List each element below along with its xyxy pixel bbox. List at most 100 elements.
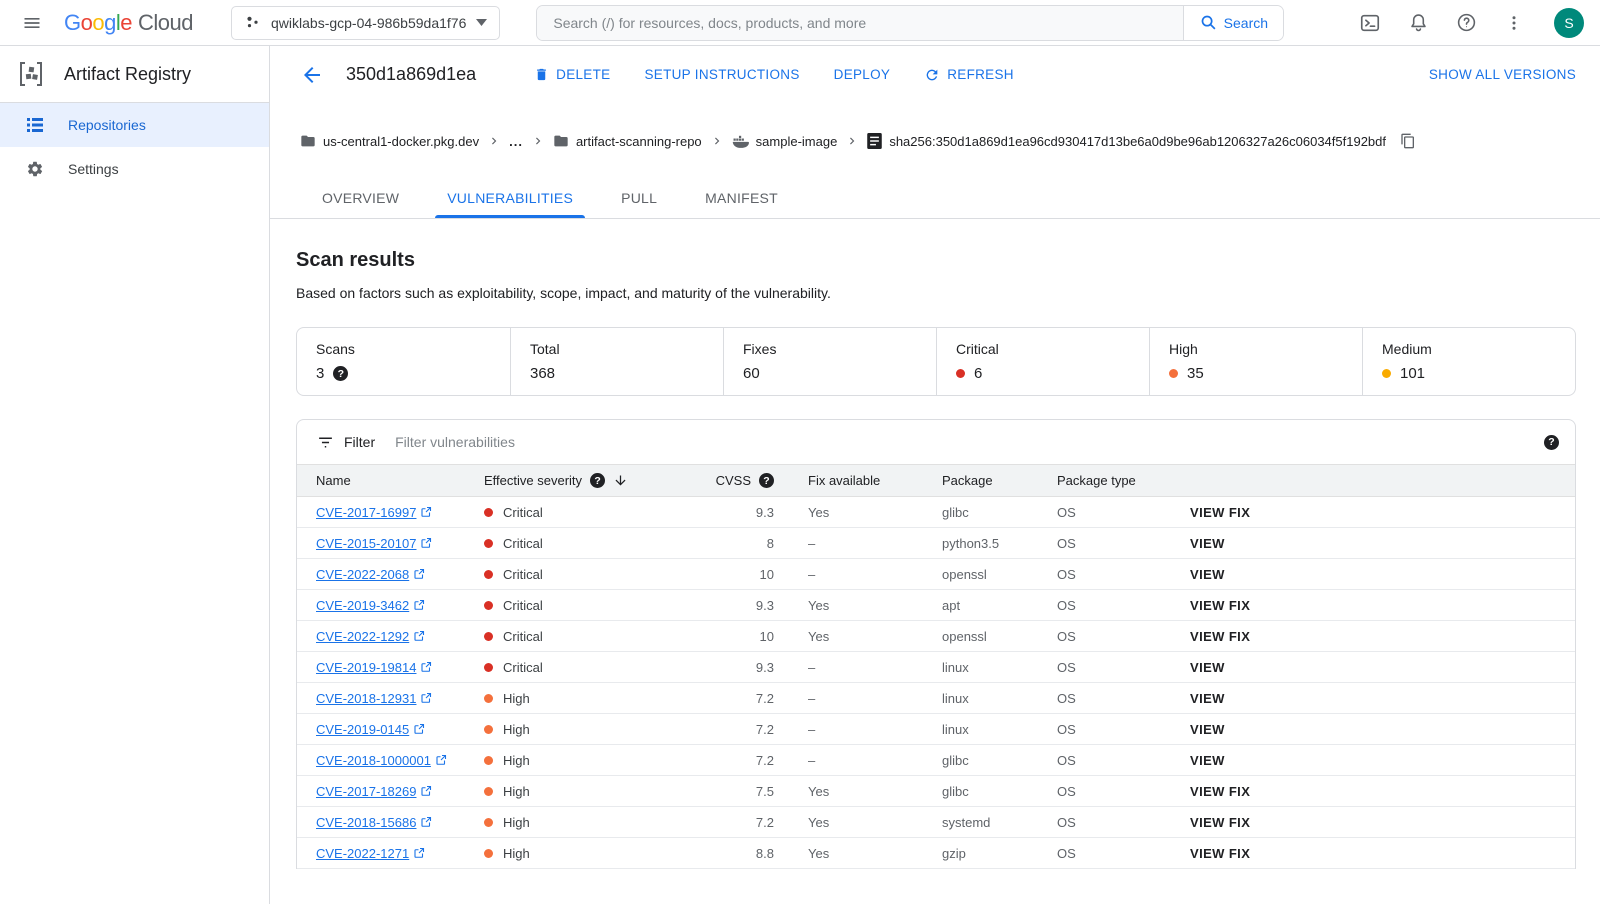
cve-link[interactable]: CVE-2018-15686 <box>316 815 432 830</box>
sidebar-item-settings[interactable]: Settings <box>0 147 269 191</box>
view-fix-button[interactable]: VIEW FIX <box>1190 597 1251 613</box>
sort-descending-icon[interactable] <box>613 473 628 488</box>
cve-link[interactable]: CVE-2015-20107 <box>316 536 432 551</box>
notifications-icon[interactable] <box>1406 11 1430 35</box>
table-row: CVE-2019-3462 Critical 9.3 Yes apt OS VI… <box>297 590 1575 621</box>
tab-manifest[interactable]: MANIFEST <box>705 189 778 206</box>
google-cloud-logo[interactable]: Google Cloud <box>64 10 193 36</box>
package-type: OS <box>1057 814 1076 830</box>
external-link-icon <box>421 692 432 703</box>
search-input[interactable]: Search (/) for resources, docs, products… <box>537 5 1184 40</box>
tab-overview[interactable]: OVERVIEW <box>322 189 400 206</box>
cvss-value: 9.3 <box>755 504 774 520</box>
severity-help-icon[interactable]: ? <box>590 473 606 488</box>
view-fix-button[interactable]: VIEW FIX <box>1190 845 1251 861</box>
view-fix-button[interactable]: VIEW FIX <box>1190 783 1251 799</box>
view-fix-button[interactable]: VIEW FIX <box>1190 628 1251 644</box>
stat-label: Total <box>530 341 560 357</box>
cve-link[interactable]: CVE-2019-0145 <box>316 722 425 737</box>
deploy-button[interactable]: DEPLOY <box>834 67 891 82</box>
column-header-fix[interactable]: Fix available <box>808 473 881 488</box>
package-name: openssl <box>942 628 987 644</box>
table-row: CVE-2019-0145 High 7.2 – linux OS VIEW <box>297 714 1575 745</box>
project-selector[interactable]: qwiklabs-gcp-04-986b59da1f76 <box>231 5 501 40</box>
severity-label: High <box>503 721 530 737</box>
scan-results-description: Based on factors such as exploitability,… <box>296 285 831 301</box>
cve-id: CVE-2017-18269 <box>316 783 417 799</box>
cve-link[interactable]: CVE-2022-2068 <box>316 567 425 582</box>
breadcrumb-item-ellipsis[interactable]: ... <box>509 134 523 149</box>
avatar[interactable]: S <box>1554 7 1584 38</box>
cvss-help-icon[interactable]: ? <box>759 473 774 488</box>
cve-id: CVE-2019-19814 <box>316 659 417 675</box>
cve-link[interactable]: CVE-2022-1271 <box>316 846 425 861</box>
menu-icon[interactable] <box>12 3 52 43</box>
refresh-icon <box>926 69 938 80</box>
refresh-button-label: REFRESH <box>947 67 1014 82</box>
table-row: CVE-2018-1000001 High 7.2 – glibc OS VIE… <box>297 745 1575 776</box>
cve-link[interactable]: CVE-2018-12931 <box>316 691 432 706</box>
delete-button[interactable]: DELETE <box>534 67 610 82</box>
tab-vulnerabilities[interactable]: VULNERABILITIES <box>423 177 597 218</box>
view-fix-button[interactable]: VIEW <box>1190 690 1225 706</box>
cve-link[interactable]: CVE-2017-18269 <box>316 784 432 799</box>
external-link-icon <box>421 537 432 548</box>
setup-instructions-button[interactable]: SETUP INSTRUCTIONS <box>644 67 799 82</box>
table-help-icon[interactable]: ? <box>1544 434 1559 450</box>
help-icon[interactable] <box>1454 11 1478 35</box>
breadcrumb-item-repo[interactable]: artifact-scanning-repo <box>553 133 702 149</box>
column-header-package[interactable]: Package <box>942 473 993 488</box>
breadcrumb-item-image[interactable]: sample-image <box>732 134 837 149</box>
back-button[interactable] <box>300 63 324 87</box>
cve-link[interactable]: CVE-2019-19814 <box>316 660 432 675</box>
column-header-label: Effective severity <box>484 473 583 488</box>
column-header-severity[interactable]: Effective severity ? <box>484 473 704 488</box>
column-header-name[interactable]: Name <box>316 473 351 488</box>
column-header-cvss[interactable]: CVSS ? <box>704 473 774 488</box>
show-all-versions-button[interactable]: SHOW ALL VERSIONS <box>1428 67 1576 82</box>
tab-pull[interactable]: PULL <box>621 189 658 206</box>
cve-id: CVE-2015-20107 <box>316 535 417 551</box>
severity-dot <box>1382 369 1391 378</box>
help-icon[interactable]: ? <box>333 366 349 381</box>
cve-link[interactable]: CVE-2017-16997 <box>316 505 432 520</box>
external-link-icon <box>414 630 425 641</box>
cloud-shell-icon[interactable] <box>1358 11 1382 35</box>
more-vert-icon[interactable] <box>1502 11 1526 35</box>
view-fix-button[interactable]: VIEW <box>1190 566 1225 582</box>
severity-label: Critical <box>503 504 543 520</box>
sidebar-item-label: Settings <box>68 161 119 177</box>
view-fix-button[interactable]: VIEW <box>1190 721 1225 737</box>
view-fix-button[interactable]: VIEW <box>1190 752 1225 768</box>
sidebar-item-repositories[interactable]: Repositories <box>0 103 269 147</box>
copy-icon[interactable] <box>1400 133 1416 149</box>
search-button-label: Search <box>1223 14 1269 31</box>
view-fix-button[interactable]: VIEW <box>1190 659 1225 675</box>
product-title: Artifact Registry <box>64 63 192 84</box>
table-row: CVE-2017-18269 High 7.5 Yes glibc OS VIE… <box>297 776 1575 807</box>
cve-link[interactable]: CVE-2022-1292 <box>316 629 425 644</box>
refresh-button[interactable]: REFRESH <box>924 67 1014 83</box>
cve-link[interactable]: CVE-2019-3462 <box>316 598 425 613</box>
view-fix-button[interactable]: VIEW <box>1190 535 1225 551</box>
breadcrumb-item-digest[interactable]: sha256:350d1a869d1ea96cd930417d13be6a0d9… <box>867 133 1386 149</box>
filter-input[interactable]: Filter vulnerabilities <box>395 434 515 450</box>
package-type: OS <box>1057 690 1076 706</box>
breadcrumb-item-registry[interactable]: us-central1-docker.pkg.dev <box>300 133 479 149</box>
cvss-value: 9.3 <box>755 659 774 675</box>
external-link-icon <box>436 754 446 765</box>
column-header-package-type[interactable]: Package type <box>1057 473 1136 488</box>
package-type: OS <box>1057 845 1076 861</box>
stat-card: Critical 6 <box>936 328 1149 395</box>
severity-label: Critical <box>503 597 543 613</box>
package-type: OS <box>1057 752 1076 768</box>
cve-link[interactable]: CVE-2018-1000001 <box>316 753 447 768</box>
package-name: systemd <box>942 814 991 830</box>
severity-dot <box>484 507 493 517</box>
view-fix-button[interactable]: VIEW FIX <box>1190 814 1251 830</box>
view-fix-button[interactable]: VIEW FIX <box>1190 504 1251 520</box>
search-button[interactable]: Search <box>1183 5 1284 40</box>
sidebar: Artifact Registry Repositories Settings <box>0 46 270 904</box>
table-header: Name Effective severity ? CVSS ? Fix ava… <box>297 464 1575 497</box>
cvss-value: 7.2 <box>755 814 774 830</box>
